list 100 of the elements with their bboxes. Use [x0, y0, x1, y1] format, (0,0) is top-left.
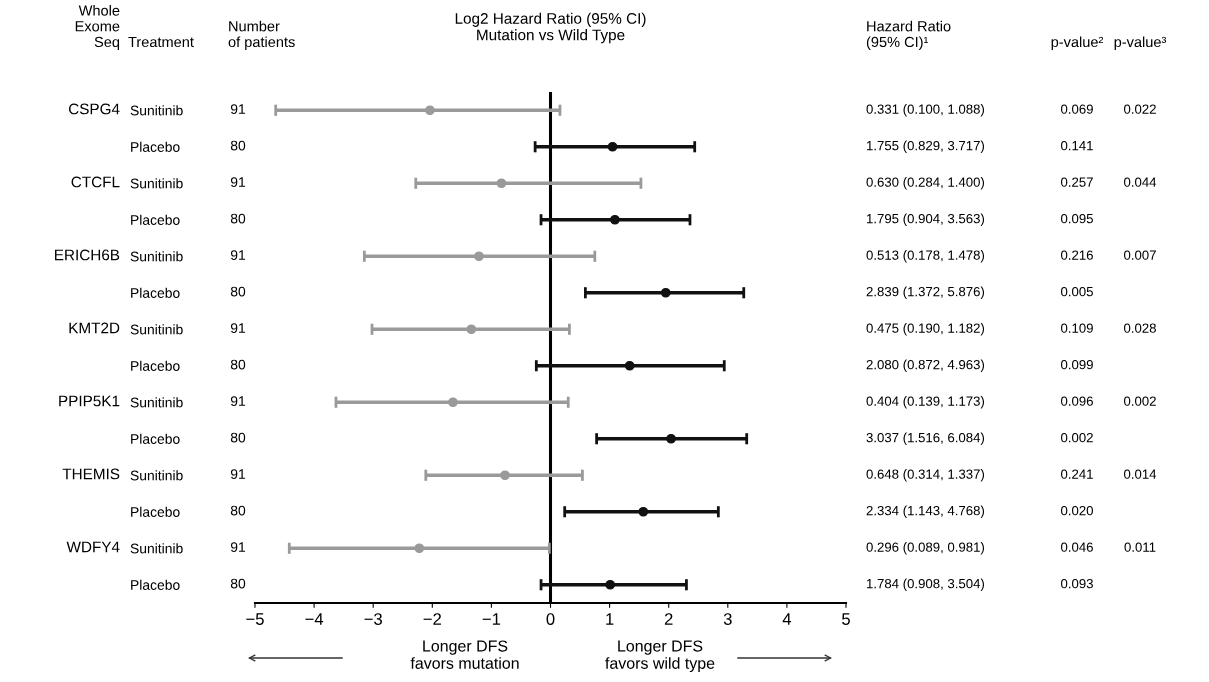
text: 2.839 (1.372, 5.876)	[866, 286, 985, 299]
text: Longer DFS favors wild type	[605, 640, 715, 673]
y-tick-label: Placebo	[131, 287, 180, 298]
text: 0.002	[1061, 432, 1093, 443]
text: Number of patients	[228, 20, 295, 50]
text: 0.093	[1061, 578, 1093, 589]
text: CTCFL	[71, 176, 120, 188]
text: 0.513 (0.178, 1.478)	[866, 250, 985, 263]
x-tick-label: −5	[246, 613, 264, 625]
x-tick-label: −3	[364, 613, 382, 625]
text: CSPG4	[68, 103, 120, 115]
x-tick-label: 5	[842, 613, 850, 625]
y-tick-label: Sunitinib	[130, 251, 183, 262]
point	[474, 251, 484, 262]
text: WDFY4	[66, 541, 120, 553]
text: 80	[230, 432, 246, 443]
text: Longer DFS favors mutation	[410, 640, 519, 669]
text: 91	[230, 104, 246, 114]
text: 80	[230, 286, 246, 297]
point	[425, 105, 435, 116]
text: p-value²	[1051, 36, 1104, 50]
text: 0.331 (0.100, 1.088)	[866, 104, 985, 117]
x-tick-label: −2	[423, 613, 441, 625]
point	[660, 287, 671, 298]
point	[414, 543, 425, 554]
text: 80	[230, 359, 246, 370]
text: 3.037 (1.516, 6.084)	[866, 432, 985, 445]
y-tick-label: Placebo	[131, 214, 180, 225]
text: 1.784 (0.908, 3.504)	[867, 578, 985, 591]
x-tick-label: 2	[664, 613, 673, 625]
text: 91	[230, 469, 246, 479]
point	[496, 178, 507, 189]
text: 0.028	[1124, 323, 1156, 333]
text: Whole Exome Seq	[75, 4, 120, 50]
text: ERICH6B	[55, 249, 120, 261]
text: 0.630 (0.284, 1.400)	[866, 177, 985, 190]
text: 91	[230, 250, 246, 260]
x-tick-label: 3	[723, 613, 732, 625]
y-tick-label: Sunitinib	[130, 178, 183, 189]
point	[605, 579, 616, 590]
y-tick-label: Placebo	[131, 579, 180, 590]
text: 1.795 (0.904, 3.563)	[867, 213, 985, 226]
point	[466, 324, 477, 335]
text: 80	[230, 578, 246, 589]
point	[500, 470, 510, 481]
text: 0.002	[1124, 396, 1156, 406]
point	[624, 360, 635, 371]
point	[448, 397, 458, 408]
y-tick-label: Placebo	[131, 506, 180, 517]
text: 80	[230, 505, 246, 516]
text: 80	[230, 213, 246, 224]
text: 2.080 (0.872, 4.963)	[866, 359, 985, 372]
point	[638, 506, 649, 517]
y-tick-label: Sunitinib	[130, 397, 183, 408]
text: 0.648 (0.314, 1.337)	[866, 469, 985, 482]
text: 80	[230, 140, 246, 151]
y-tick-label: Sunitinib	[130, 105, 183, 116]
text: 0.296 (0.089, 0.981)	[866, 542, 985, 555]
x-tick-label: 4	[782, 613, 792, 625]
text: 2.334 (1.143, 4.768)	[866, 505, 985, 518]
text: 0.141	[1061, 140, 1093, 151]
text: 91	[230, 396, 246, 406]
text: PPIP5K1	[59, 395, 120, 407]
text: 0.241	[1061, 469, 1093, 479]
text: 0.046	[1061, 542, 1093, 552]
y-tick-label: Sunitinib	[130, 324, 183, 335]
text: 0.014	[1124, 469, 1157, 479]
text: 0.404 (0.139, 1.173)	[866, 396, 985, 409]
text: 0.020	[1061, 505, 1093, 516]
x-tick-label: −1	[482, 613, 501, 625]
x-tick-label: 0	[546, 613, 555, 625]
text: KMT2D	[69, 322, 120, 334]
text: 0.007	[1124, 250, 1156, 260]
text: p-value³	[1114, 36, 1167, 50]
text: 0.475 (0.190, 1.182)	[866, 323, 985, 336]
text: 0.095	[1061, 213, 1093, 224]
text: 0.096	[1061, 396, 1093, 406]
text: 91	[230, 177, 246, 187]
text: Treatment	[128, 36, 194, 48]
text: 0.099	[1061, 359, 1093, 370]
text: 0.257	[1061, 177, 1093, 187]
text: 1.755 (0.829, 3.717)	[867, 140, 985, 153]
text: 0.011	[1124, 542, 1156, 552]
point	[610, 214, 620, 225]
text: 91	[230, 323, 246, 333]
text: 0.005	[1061, 286, 1093, 297]
text: 0.216	[1061, 250, 1093, 260]
text: 0.044	[1124, 177, 1157, 187]
y-tick-label: Placebo	[131, 141, 180, 152]
x-tick-label: 1	[606, 613, 614, 625]
text: 0.022	[1124, 104, 1156, 114]
text: Hazard Ratio (95% CI)¹	[866, 20, 951, 50]
text: 0.109	[1061, 323, 1093, 333]
chart-title: Log2 Hazard Ratio (95% CI) Mutation vs Wild Type	[455, 12, 646, 44]
x-tick-label: −4	[305, 613, 324, 625]
point	[666, 433, 676, 444]
text: THEMIS	[62, 468, 120, 480]
text: 91	[230, 542, 246, 552]
y-tick-label: Sunitinib	[130, 543, 183, 554]
text: 0.069	[1061, 104, 1093, 114]
